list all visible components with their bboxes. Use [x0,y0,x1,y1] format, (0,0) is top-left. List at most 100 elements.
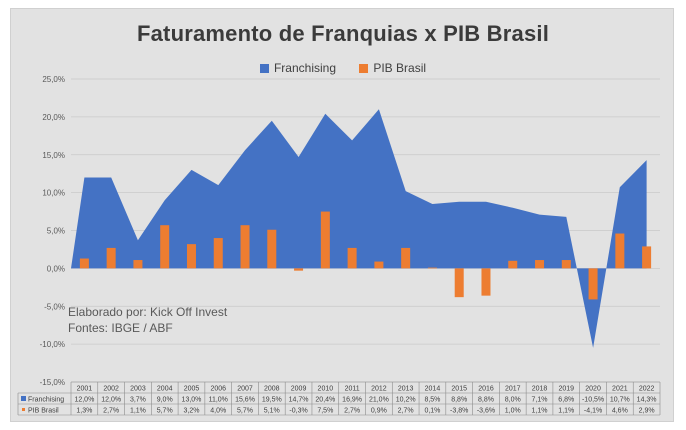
pib-bar [588,268,598,300]
pib-bar [160,225,170,269]
data-label-franchising: 15,6% [235,396,255,403]
x-tick-label: 2010 [318,385,334,392]
legend-swatch-franchising [259,64,269,73]
data-label-franchising: 21,0% [369,396,389,403]
pib-bar [106,247,116,269]
pib-bar [294,268,304,271]
data-label-pib: 4,6% [612,407,628,414]
data-label-pib: -3,6% [477,407,495,414]
pib-bar [186,244,196,269]
x-tick-label: 2009 [291,385,307,392]
x-tick-label: 2015 [451,385,467,392]
pib-bar [320,211,330,269]
pib-bar [79,258,89,269]
x-tick-label: 2016 [478,385,494,392]
x-tick-label: 2014 [425,385,441,392]
data-label-franchising: 12,0% [101,396,121,403]
x-tick-label: 2019 [559,385,575,392]
data-label-pib: 5,1% [264,407,280,414]
data-label-pib: 3,2% [183,407,199,414]
data-label-franchising: 19,5% [262,396,282,403]
x-tick-label: 2005 [184,385,200,392]
x-tick-label: 2003 [130,385,146,392]
pib-bar [374,261,384,269]
data-label-pib: 2,7% [398,407,414,414]
data-label-franchising: 10,7% [610,396,630,403]
data-label-pib: 2,7% [103,407,119,414]
x-tick-label: 2020 [585,385,601,392]
data-label-franchising: 10,2% [396,396,416,403]
data-label-franchising: 8,5% [424,396,440,403]
table-key-pib [22,408,25,411]
data-label-pib: -0,3% [289,407,307,414]
data-label-franchising: 12,0% [74,396,94,403]
x-tick-label: 2017 [505,385,521,392]
table-row-label-pib: PIB Brasil [28,407,59,414]
data-label-franchising: 6,8% [558,396,574,403]
data-label-pib: 2,7% [344,407,360,414]
y-tick-label: 25,0% [42,75,65,84]
x-tick-label: 2002 [103,385,119,392]
legend-label-franchising: Franchising [273,61,336,75]
data-label-pib: 4,0% [210,407,226,414]
x-tick-label: 2007 [237,385,253,392]
data-label-pib: 5,7% [237,407,253,414]
table-key-franchising [21,396,26,401]
x-tick-label: 2013 [398,385,414,392]
data-label-franchising: 16,9% [342,396,362,403]
y-tick-label: -5,0% [44,302,65,311]
x-tick-label: 2018 [532,385,548,392]
data-label-franchising: 8,8% [451,396,467,403]
pib-bar [347,247,357,269]
y-tick-label: 5,0% [47,227,65,236]
y-tick-label: 0,0% [47,264,65,273]
legend-label-pib: PIB Brasil [373,61,427,75]
pib-bar [508,260,518,269]
chart-title: Faturamento de Franquias x PIB Brasil [136,21,550,46]
data-label-franchising: 3,7% [130,396,146,403]
pib-bar [133,260,143,269]
y-tick-label: -15,0% [40,378,65,387]
data-label-pib: 0,9% [371,407,387,414]
pib-bar [213,238,223,269]
pib-bar [240,225,250,269]
pib-bar [481,268,491,296]
legend: Franchising PIB Brasil [11,61,675,75]
data-label-franchising: 8,0% [505,396,521,403]
data-label-pib: 1,1% [130,407,146,414]
data-label-pib: 5,7% [157,407,173,414]
x-tick-label: 2008 [264,385,280,392]
legend-item-franchising: Franchising [259,61,336,75]
x-tick-label: 2006 [210,385,226,392]
legend-item-pib: PIB Brasil [359,61,426,75]
data-label-franchising: 20,4% [315,396,335,403]
data-label-franchising: 14,3% [637,396,657,403]
note-author: Elaborado por: Kick Off Invest [68,305,228,319]
x-tick-label: 2011 [345,385,360,392]
data-label-franchising: 13,0% [182,396,202,403]
pib-bar [401,247,411,269]
source-note: Elaborado por: Kick Off Invest Fontes: I… [68,304,227,336]
x-tick-label: 2001 [77,385,93,392]
data-label-franchising: 14,7% [289,396,309,403]
x-tick-label: 2012 [371,385,387,392]
data-label-franchising: 9,0% [157,396,173,403]
note-sources: Fontes: IBGE / ABF [68,321,173,335]
x-tick-label: 2004 [157,385,173,392]
data-label-franchising: 7,1% [532,396,548,403]
data-label-pib: 7,5% [317,407,333,414]
data-label-pib: 1,1% [558,407,574,414]
data-label-franchising: 11,0% [209,396,228,403]
data-label-pib: 2,9% [639,407,655,414]
x-tick-label: 2021 [612,385,628,392]
x-tick-label: 2022 [639,385,655,392]
data-label-franchising: -10,5% [582,396,604,403]
y-tick-label: 20,0% [42,113,65,122]
pib-bar [535,260,545,269]
y-tick-label: 10,0% [42,189,65,198]
pib-bar [615,233,625,269]
data-label-pib: -4,1% [584,407,602,414]
data-label-pib: 1,3% [76,407,92,414]
pib-bar [642,246,652,269]
